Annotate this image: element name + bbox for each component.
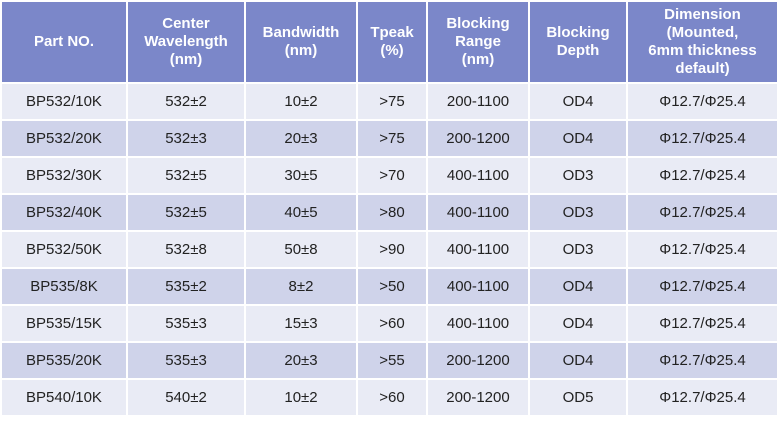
table-cell: BP535/20K (0, 341, 128, 380)
table-cell: BP532/10K (0, 82, 128, 121)
table-cell: OD4 (528, 341, 628, 380)
table-cell: 200-1200 (426, 378, 530, 417)
table-cell: 532±5 (126, 156, 246, 195)
table-cell: Φ12.7/Φ25.4 (626, 341, 777, 380)
table-cell: 400-1100 (426, 156, 530, 195)
table-cell: 50±8 (244, 230, 358, 269)
table-row: BP532/50K 532±8 50±8 >90 400-1100 OD3 Φ12.7/Φ2… (0, 230, 777, 269)
table-cell: OD4 (528, 267, 628, 306)
table-cell: 400-1100 (426, 267, 530, 306)
table-cell: >80 (356, 193, 428, 232)
table-cell: 15±3 (244, 304, 358, 343)
header-text: Dimension (664, 6, 741, 23)
table-cell: BP532/20K (0, 119, 128, 158)
table-cell: OD3 (528, 230, 628, 269)
header-text: (nm) (284, 42, 318, 59)
table-cell: 532±5 (126, 193, 246, 232)
table-cell: >90 (356, 230, 428, 269)
table-row: BP535/20K 535±3 20±3 >55 200-1200 OD4 Φ12.7/Φ2… (0, 341, 777, 380)
header-text: Tpeak (370, 24, 414, 41)
table-cell: OD4 (528, 82, 628, 121)
table-cell: Φ12.7/Φ25.4 (626, 119, 777, 158)
table-cell: 10±2 (244, 378, 358, 417)
table-row: BP532/10K 532±2 10±2 >75 200-1100 OD4 Φ12.7/Φ2… (0, 82, 777, 121)
header-text: default) (675, 60, 730, 77)
header-cell: Dimension (Mounted, 6mm thickness default) (626, 0, 777, 84)
table-cell: Φ12.7/Φ25.4 (626, 156, 777, 195)
header-text: (nm) (461, 51, 495, 68)
table-row: BP532/40K 532±5 40±5 >80 400-1100 OD3 Φ12.7/Φ2… (0, 193, 777, 232)
table-cell: Φ12.7/Φ25.4 (626, 82, 777, 121)
header-row: Part NO. Center Wavelength (nm) Bandwidth (nm… (0, 0, 777, 84)
header-cell: Center Wavelength (nm) (126, 0, 246, 84)
table-cell: 200-1200 (426, 119, 530, 158)
table-cell: 532±8 (126, 230, 246, 269)
table-cell: OD5 (528, 378, 628, 417)
table-cell: >60 (356, 304, 428, 343)
table-cell: OD3 (528, 156, 628, 195)
table-row: BP540/10K 540±2 10±2 >60 200-1200 OD5 Φ12.7/Φ2… (0, 378, 777, 417)
table-cell: 10±2 (244, 82, 358, 121)
table-cell: 20±3 (244, 119, 358, 158)
header-text: Range (455, 33, 501, 50)
header-cell: Tpeak (%) (356, 0, 428, 84)
table-cell: Φ12.7/Φ25.4 (626, 193, 777, 232)
table-row: BP532/30K 532±5 30±5 >70 400-1100 OD3 Φ12.7/Φ2… (0, 156, 777, 195)
table-cell: 532±3 (126, 119, 246, 158)
table-cell: 200-1200 (426, 341, 530, 380)
table-cell: 30±5 (244, 156, 358, 195)
table-cell: >50 (356, 267, 428, 306)
table-cell: 535±3 (126, 341, 246, 380)
table-cell: >75 (356, 82, 428, 121)
header-text: Bandwidth (262, 24, 340, 41)
table-cell: BP535/8K (0, 267, 128, 306)
table-cell: Φ12.7/Φ25.4 (626, 378, 777, 417)
table-cell: Φ12.7/Φ25.4 (626, 304, 777, 343)
table-cell: 40±5 (244, 193, 358, 232)
table-cell: OD3 (528, 193, 628, 232)
header-text: Part NO. (33, 33, 94, 50)
table-cell: Φ12.7/Φ25.4 (626, 267, 777, 306)
table-cell: >55 (356, 341, 428, 380)
spec-table: Part NO. Center Wavelength (nm) Bandwidth (nm… (0, 0, 777, 417)
table-cell: BP532/50K (0, 230, 128, 269)
header-text: Depth (556, 42, 600, 59)
table-row: BP532/20K 532±3 20±3 >75 200-1200 OD4 Φ12.7/Φ2… (0, 119, 777, 158)
header-text: Wavelength (144, 33, 228, 50)
table-cell: >60 (356, 378, 428, 417)
table-cell: 8±2 (244, 267, 358, 306)
table-cell: 535±3 (126, 304, 246, 343)
table-row: BP535/15K 535±3 15±3 >60 400-1100 OD4 Φ12.7/Φ2… (0, 304, 777, 343)
header-cell: Blocking Depth (528, 0, 628, 84)
header-text: (Mounted, (666, 24, 739, 41)
table-cell: BP532/40K (0, 193, 128, 232)
header-cell: Blocking Range (nm) (426, 0, 530, 84)
table-cell: >70 (356, 156, 428, 195)
table-row: BP535/8K 535±2 8±2 >50 400-1100 OD4 Φ12.7/Φ25.… (0, 267, 777, 306)
header-text: Center (162, 15, 210, 32)
table-cell: 532±2 (126, 82, 246, 121)
header-cell: Bandwidth (nm) (244, 0, 358, 84)
table-cell: 20±3 (244, 341, 358, 380)
table-cell: >75 (356, 119, 428, 158)
header-cell: Part NO. (0, 0, 128, 84)
table-cell: OD4 (528, 119, 628, 158)
table-cell: 200-1100 (426, 82, 530, 121)
table-cell: 400-1100 (426, 230, 530, 269)
table-cell: 535±2 (126, 267, 246, 306)
table-cell: Φ12.7/Φ25.4 (626, 230, 777, 269)
header-text: (%) (380, 42, 404, 59)
table-cell: 400-1100 (426, 193, 530, 232)
header-text: Blocking (446, 15, 510, 32)
header-text: Blocking (546, 24, 610, 41)
table-cell: BP535/15K (0, 304, 128, 343)
header-text: 6mm thickness (648, 42, 757, 59)
table-cell: OD4 (528, 304, 628, 343)
table-cell: BP532/30K (0, 156, 128, 195)
table-cell: BP540/10K (0, 378, 128, 417)
table-cell: 400-1100 (426, 304, 530, 343)
header-text: (nm) (169, 51, 203, 68)
table-cell: 540±2 (126, 378, 246, 417)
